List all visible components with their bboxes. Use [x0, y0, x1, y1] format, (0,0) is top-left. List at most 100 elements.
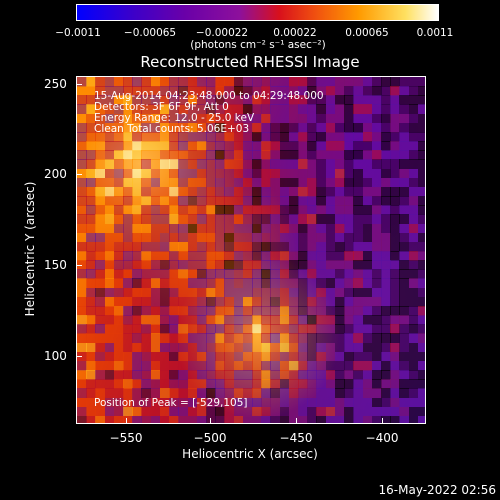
image-pixel	[408, 168, 419, 179]
image-pixel	[242, 131, 253, 142]
image-pixel	[298, 205, 308, 215]
image-pixel	[252, 232, 262, 243]
image-pixel	[298, 305, 308, 316]
image-pixel	[150, 241, 161, 252]
image-pixel	[215, 296, 225, 307]
image-pixel	[141, 406, 152, 417]
image-pixel	[390, 196, 400, 206]
image-pixel	[362, 305, 373, 316]
image-pixel	[417, 287, 425, 298]
image-pixel	[233, 141, 244, 151]
image-pixel	[178, 122, 189, 133]
image-pixel	[132, 168, 143, 179]
image-pixel	[95, 260, 106, 270]
image-pixel	[362, 77, 373, 87]
image-pixel	[252, 296, 262, 307]
image-pixel	[380, 168, 391, 179]
image-pixel	[159, 342, 170, 353]
image-pixel	[380, 223, 391, 234]
image-pixel	[380, 296, 391, 307]
image-pixel	[325, 150, 336, 160]
image-pixel	[399, 342, 410, 353]
image-pixel	[132, 113, 143, 124]
image-pixel	[307, 150, 318, 160]
image-pixel	[307, 287, 318, 298]
image-pixel	[399, 113, 410, 124]
image-pixel	[205, 77, 216, 87]
image-pixel	[123, 131, 133, 142]
image-pixel	[362, 168, 373, 179]
image-pixel	[371, 177, 382, 188]
image-pixel	[132, 397, 143, 408]
image-pixel	[95, 406, 106, 417]
image-pixel	[344, 186, 354, 197]
image-pixel	[261, 287, 271, 298]
image-pixel	[307, 351, 318, 362]
image-pixel	[178, 95, 189, 106]
image-pixel	[132, 196, 143, 206]
image-pixel	[104, 342, 115, 353]
image-pixel	[270, 315, 281, 325]
image-pixel	[316, 223, 327, 234]
image-pixel	[261, 406, 271, 417]
image-pixel	[224, 95, 235, 106]
image-pixel	[380, 351, 391, 362]
image-pixel	[353, 232, 364, 243]
image-pixel	[159, 223, 170, 234]
image-pixel	[270, 177, 281, 188]
image-pixel	[399, 406, 410, 417]
image-pixel	[196, 150, 207, 160]
image-pixel	[196, 223, 207, 234]
image-pixel	[371, 168, 382, 179]
image-pixel	[95, 159, 106, 170]
image-pixel	[270, 232, 281, 243]
image-pixel	[178, 113, 189, 124]
image-pixel	[325, 214, 336, 225]
image-pixel	[224, 86, 235, 96]
image-pixel	[298, 141, 308, 151]
image-pixel	[169, 177, 179, 188]
image-pixel	[316, 131, 327, 142]
image-pixel	[288, 315, 299, 325]
image-pixel	[196, 406, 207, 417]
image-pixel	[270, 333, 281, 344]
image-pixel	[371, 104, 382, 115]
image-pixel	[178, 104, 189, 115]
image-pixel	[77, 141, 87, 151]
image-pixel	[95, 397, 106, 408]
image-pixel	[417, 205, 425, 215]
image-pixel	[205, 388, 216, 399]
image-pixel	[187, 223, 198, 234]
image-pixel	[187, 113, 198, 124]
image-pixel	[233, 131, 244, 142]
image-pixel	[399, 351, 410, 362]
image-pixel	[261, 214, 271, 225]
image-pixel	[123, 141, 133, 151]
image-pixel	[104, 296, 115, 307]
image-pixel	[141, 150, 152, 160]
image-pixel	[298, 95, 308, 106]
image-pixel	[233, 351, 244, 362]
image-pixel	[362, 351, 373, 362]
image-pixel	[371, 342, 382, 353]
image-pixel	[344, 287, 354, 298]
image-pixel	[325, 104, 336, 115]
image-pixel	[307, 296, 318, 307]
image-pixel	[334, 159, 345, 170]
image-pixel	[123, 315, 133, 325]
image-pixel	[224, 214, 235, 225]
image-pixel	[307, 360, 318, 371]
image-pixel	[205, 315, 216, 325]
image-pixel	[334, 351, 345, 362]
image-pixel	[95, 177, 106, 188]
image-pixel	[86, 77, 96, 87]
image-pixel	[279, 333, 290, 344]
image-pixel	[261, 177, 271, 188]
image-pixel	[123, 305, 133, 316]
image-pixel	[334, 113, 345, 124]
image-pixel	[399, 360, 410, 371]
image-pixel	[159, 287, 170, 298]
image-pixel	[141, 122, 152, 133]
image-pixel	[104, 379, 115, 389]
image-pixel	[169, 241, 179, 252]
